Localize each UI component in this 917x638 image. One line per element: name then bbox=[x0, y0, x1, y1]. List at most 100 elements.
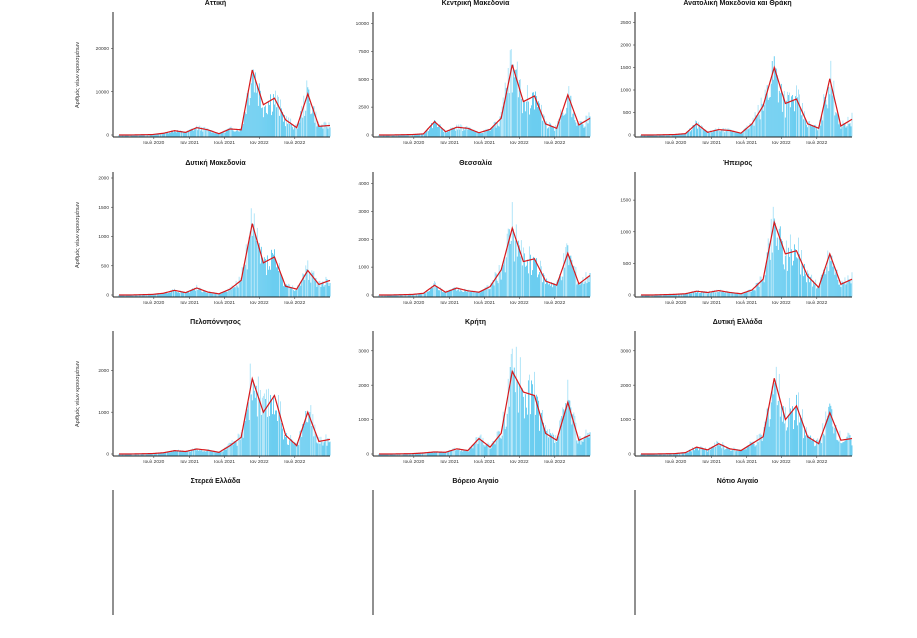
x-tick-label: Ιουλ 2022 bbox=[544, 300, 565, 306]
y-tick-label: 1500 bbox=[620, 65, 631, 71]
y-tick-label: 0 bbox=[366, 452, 369, 458]
region-panel: Δυτική Ελλάδα 0 1000 2000 3000 Ιουλ 2020 Ιαν 2… bbox=[620, 319, 881, 479]
panel-plot: 0 1000 2000 Ιουλ 2020 Ιαν 2021 Ιουλ 2021 Ιαν 2… bbox=[98, 331, 331, 465]
x-tick-label: Ιουλ 2021 bbox=[214, 300, 235, 306]
x-tick-label: Ιουλ 2020 bbox=[143, 459, 164, 465]
x-tick-label: Ιουλ 2022 bbox=[544, 459, 565, 465]
y-tick-label: 10000 bbox=[356, 21, 370, 27]
y-tick-label: 3000 bbox=[358, 209, 369, 215]
x-tick-label: Ιουλ 2020 bbox=[403, 300, 424, 306]
daily-bars bbox=[640, 366, 853, 456]
x-tick-label: Ιουλ 2022 bbox=[284, 140, 305, 146]
y-tick-label: 500 bbox=[101, 263, 109, 269]
rolling-average-line bbox=[641, 378, 853, 455]
panel-title: Κρήτη bbox=[464, 319, 487, 326]
y-tick-label: 1000 bbox=[620, 88, 631, 94]
rolling-average-line bbox=[379, 369, 591, 455]
y-axis-label: Αριθμός νέων κρουσμάτων bbox=[75, 360, 81, 427]
y-tick-label: 5000 bbox=[358, 77, 369, 83]
y-tick-label: 2000 bbox=[98, 176, 109, 182]
rolling-average-line bbox=[119, 223, 331, 296]
x-tick-label: Ιουλ 2022 bbox=[284, 300, 305, 306]
rolling-average-line bbox=[641, 65, 853, 136]
y-tick-label: 0 bbox=[106, 293, 109, 299]
daily-bars bbox=[378, 49, 591, 137]
daily-bars bbox=[118, 69, 331, 137]
y-axis-label: Αριθμός νέων κρουσμάτων bbox=[75, 201, 81, 268]
panel-title: Ήπειρος bbox=[722, 160, 753, 167]
panel-title: Αττική bbox=[204, 0, 227, 7]
x-tick-label: Ιαν 2022 bbox=[772, 140, 791, 146]
y-tick-label: 0 bbox=[628, 133, 631, 139]
panel-plot bbox=[112, 490, 114, 615]
panel-plot bbox=[634, 490, 636, 615]
x-tick-label: Ιουλ 2020 bbox=[665, 459, 686, 465]
region-panel: Νότιο Αιγαίο bbox=[621, 478, 881, 638]
x-tick-label: Ιουλ 2022 bbox=[806, 459, 827, 465]
panel-plot: 0 2500 5000 7500 10000 Ιουλ 2020 Ιαν 2021 Ιουλ … bbox=[356, 12, 591, 146]
y-tick-label: 1000 bbox=[620, 417, 631, 423]
x-tick-label: Ιουλ 2020 bbox=[143, 300, 164, 306]
y-tick-label: 10000 bbox=[96, 89, 110, 95]
y-tick-label: 0 bbox=[106, 133, 109, 139]
x-tick-label: Ιαν 2021 bbox=[440, 459, 459, 465]
small-multiples-grid: Αττική Αριθμός νέων κρουσμάτων 0 10000 20000… bbox=[75, 0, 881, 615]
y-tick-label: 0 bbox=[366, 293, 369, 299]
region-panel: Ήπειρος 0 500 1000 1500 Ιουλ 2020 Ιαν 2021 Ιουλ… bbox=[620, 160, 881, 320]
daily-bars bbox=[640, 56, 853, 137]
y-tick-label: 1000 bbox=[98, 234, 109, 240]
x-tick-label: Ιαν 2021 bbox=[702, 140, 721, 146]
panel-title: Ανατολική Μακεδονία και Θράκη bbox=[683, 0, 792, 7]
y-tick-label: 0 bbox=[366, 133, 369, 139]
y-tick-label: 2000 bbox=[620, 383, 631, 389]
y-tick-label: 2000 bbox=[358, 237, 369, 243]
rolling-average-line bbox=[641, 219, 853, 296]
y-tick-label: 1000 bbox=[98, 410, 109, 416]
daily-bars bbox=[118, 208, 331, 297]
x-tick-label: Ιουλ 2021 bbox=[474, 140, 495, 146]
x-tick-label: Ιουλ 2022 bbox=[544, 140, 565, 146]
region-panel: Ανατολική Μακεδονία και Θράκη 0 500 1000 150… bbox=[620, 0, 881, 160]
y-tick-label: 2000 bbox=[98, 368, 109, 374]
region-panel: Θεσσαλία 0 1000 2000 3000 4000 Ιουλ 2020 Ιαν 20… bbox=[358, 160, 619, 320]
panel-title: Δυτική Μακεδονία bbox=[185, 160, 246, 167]
rolling-average-line bbox=[119, 69, 331, 136]
y-axis-label: Αριθμός νέων κρουσμάτων bbox=[75, 41, 81, 108]
y-tick-label: 2000 bbox=[358, 383, 369, 389]
x-tick-label: Ιαν 2022 bbox=[772, 300, 791, 306]
x-tick-label: Ιουλ 2022 bbox=[806, 300, 827, 306]
x-tick-label: Ιαν 2021 bbox=[180, 459, 199, 465]
x-tick-label: Ιουλ 2021 bbox=[214, 140, 235, 146]
y-tick-label: 7500 bbox=[358, 49, 369, 55]
y-tick-label: 0 bbox=[106, 452, 109, 458]
panel-plot: 0 500 1000 1500 2000 Ιουλ 2020 Ιαν 2021 Ιουλ 20… bbox=[98, 172, 331, 306]
y-tick-label: 2500 bbox=[620, 20, 631, 26]
y-tick-label: 1000 bbox=[358, 265, 369, 271]
y-tick-label: 1500 bbox=[98, 205, 109, 211]
panel-plot: 0 10000 20000 Ιουλ 2020 Ιαν 2021 Ιουλ 2021 Ιαν… bbox=[96, 12, 331, 146]
x-tick-label: Ιαν 2022 bbox=[250, 300, 269, 306]
daily-bars bbox=[378, 346, 591, 456]
x-tick-label: Ιαν 2022 bbox=[510, 140, 529, 146]
x-tick-label: Ιουλ 2021 bbox=[736, 459, 757, 465]
x-tick-label: Ιουλ 2021 bbox=[214, 459, 235, 465]
y-tick-label: 0 bbox=[628, 293, 631, 299]
x-tick-label: Ιουλ 2021 bbox=[474, 300, 495, 306]
x-tick-label: Ιαν 2022 bbox=[510, 300, 529, 306]
x-tick-label: Ιαν 2022 bbox=[250, 459, 269, 465]
panel-title: Δυτική Ελλάδα bbox=[712, 319, 763, 326]
panel-plot: 0 500 1000 1500 2000 2500 Ιουλ 2020 Ιαν 2021 Ιου… bbox=[620, 12, 853, 146]
y-tick-label: 500 bbox=[623, 110, 631, 116]
x-tick-label: Ιουλ 2020 bbox=[403, 140, 424, 146]
y-tick-label: 2000 bbox=[620, 43, 631, 49]
region-panel: Κεντρική Μακεδονία 0 2500 5000 7500 10000 Ιουλ… bbox=[356, 0, 619, 160]
panel-title: Βόρειο Αιγαίο bbox=[452, 478, 499, 485]
rolling-average-line bbox=[379, 64, 591, 136]
panel-title: Θεσσαλία bbox=[459, 160, 492, 167]
y-tick-label: 500 bbox=[623, 261, 631, 267]
y-tick-label: 20000 bbox=[96, 46, 110, 52]
panel-title: Νότιο Αιγαίο bbox=[716, 478, 759, 485]
region-panel: Στερεά Ελλάδα bbox=[99, 478, 359, 638]
region-panel: Πελοπόννησος Αριθμός νέων κρουσμάτων 0 1000… bbox=[75, 319, 359, 479]
y-tick-label: 0 bbox=[628, 452, 631, 458]
